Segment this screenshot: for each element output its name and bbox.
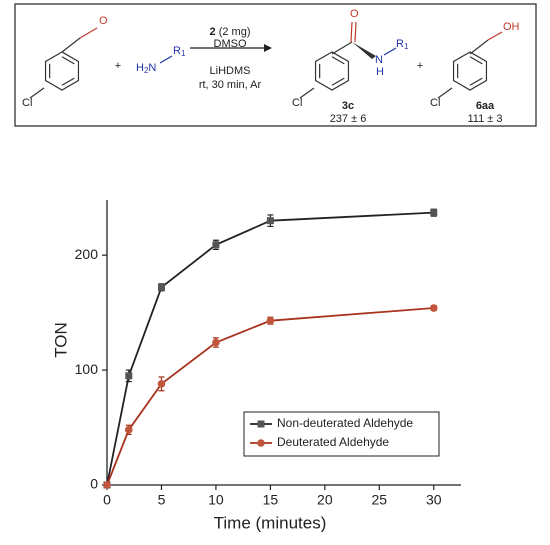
conditions: rt, 30 min, Ar — [199, 79, 262, 91]
double-bond — [469, 77, 483, 86]
bond — [350, 21, 357, 43]
compound-ton: 111 ± 3 — [468, 113, 503, 125]
marker — [125, 372, 133, 380]
double-bond — [61, 56, 75, 65]
bond — [159, 55, 173, 64]
marker — [212, 241, 220, 249]
marker — [266, 217, 274, 225]
compound-id: 3c — [342, 100, 354, 112]
legend-marker — [257, 439, 265, 447]
bond — [437, 87, 453, 99]
amine-h: H — [136, 62, 144, 74]
x-axis-label: Time (minutes) — [214, 513, 327, 532]
legend-label: Deuterated Aldehyde — [277, 435, 389, 449]
atom-label: R1 — [173, 45, 186, 58]
x-tick-label: 15 — [263, 492, 279, 508]
y-axis-label: TON — [51, 322, 70, 358]
scheme-frame — [14, 3, 537, 127]
y-tick-label: 200 — [75, 246, 99, 262]
x-tick-label: 0 — [103, 492, 111, 508]
legend: Non-deuterated Aldehyde Deuterated Aldehy… — [243, 411, 440, 457]
legend-marker — [257, 420, 265, 428]
reaction-scheme: O Cl + H2N R1 2 (2 mg) DMSO LiHDMS rt, 3… — [14, 3, 537, 127]
atom-label: OH — [503, 21, 520, 33]
atom-label: N — [375, 54, 383, 66]
catalyst-amount: (2 mg) — [219, 26, 251, 38]
marker — [157, 283, 165, 291]
bond — [487, 31, 503, 41]
alcohol-structure — [437, 31, 503, 99]
amine-subscript: 2 — [144, 66, 149, 75]
legend-label: Non-deuterated Aldehyde — [277, 416, 413, 430]
x-tick-label: 10 — [208, 492, 224, 508]
benzene-ring — [452, 51, 488, 91]
base: LiHDMS — [210, 65, 251, 77]
bond — [383, 47, 397, 56]
amide-structure — [299, 21, 397, 99]
double-bond — [331, 77, 345, 86]
bond — [469, 39, 489, 55]
amine-n: N — [148, 62, 156, 74]
x-tick-label: 25 — [372, 492, 388, 508]
legend-frame — [243, 411, 440, 457]
marker — [157, 380, 166, 388]
marker — [124, 426, 133, 434]
solvent: DMSO — [214, 38, 247, 50]
atom-label: H — [376, 66, 384, 78]
atom-label: O — [99, 15, 108, 27]
double-bond — [61, 77, 75, 86]
bond — [331, 41, 353, 55]
y-tick-label: 100 — [75, 361, 99, 377]
marker — [429, 304, 438, 312]
bond — [79, 27, 98, 39]
plus-sign: + — [115, 60, 121, 72]
r-group: R — [173, 45, 181, 57]
chart: TON Time (minutes) 0 5 10 15 20 25 30 0 100 200 No… — [51, 200, 461, 532]
double-bond — [469, 56, 483, 65]
bond — [29, 87, 45, 99]
compound-id: 6aa — [476, 100, 495, 112]
benzene-ring — [44, 51, 80, 91]
r-subscript: 1 — [404, 42, 409, 51]
benzene-ring — [314, 51, 350, 91]
bond — [352, 42, 376, 59]
series-line — [106, 211, 434, 486]
plus-sign: + — [417, 60, 423, 72]
marker — [266, 316, 275, 325]
r-subscript: 1 — [181, 49, 186, 58]
marker — [103, 481, 111, 489]
aldehyde-structure — [29, 27, 98, 99]
x-tick-label: 20 — [317, 492, 333, 508]
bond — [299, 87, 315, 99]
marker — [212, 338, 220, 347]
atom-label: Cl — [292, 97, 302, 109]
double-bond — [331, 56, 345, 65]
y-tick-label: 0 — [90, 476, 98, 492]
r-group: R — [396, 38, 404, 50]
atom-label: Cl — [430, 97, 440, 109]
atom-label: O — [350, 8, 359, 20]
catalyst-id: 2 — [210, 26, 216, 38]
bond — [61, 37, 81, 53]
marker — [430, 209, 438, 217]
atom-label: H2N — [136, 62, 156, 75]
x-tick-label: 5 — [158, 492, 166, 508]
arrow-head — [264, 44, 272, 52]
series-line — [106, 307, 434, 486]
compound-ton: 237 ± 6 — [330, 113, 367, 125]
atom-label: Cl — [22, 97, 32, 109]
catalyst-label: 2 (2 mg) — [210, 26, 251, 38]
atom-label: R1 — [396, 38, 409, 51]
x-tick-label: 30 — [426, 492, 442, 508]
